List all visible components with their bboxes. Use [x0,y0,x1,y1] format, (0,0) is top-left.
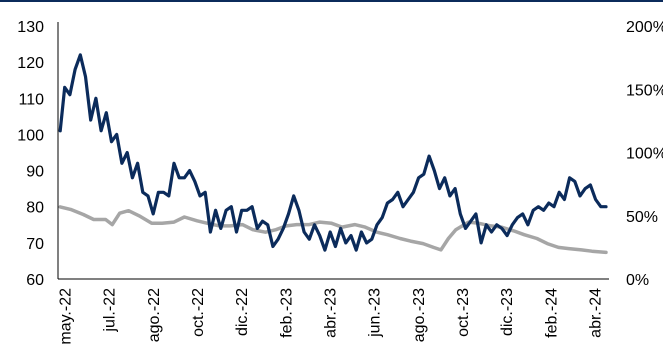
x-tick-label: ago.-23 [411,288,428,342]
y-left-tick-label: 130 [17,19,44,36]
y-left-tick-label: 80 [26,200,44,217]
y-right-tick-label: 100% [626,146,663,163]
y-left-tick-label: 70 [26,236,44,253]
series-layer [58,53,608,255]
y-left-tick-label: 60 [26,272,44,289]
x-tick-label: feb.-23 [278,288,295,338]
y-right-tick-label: 0% [626,272,649,289]
x-tick-label: may.-22 [58,288,75,345]
x-tick-label: jun.-23 [367,288,384,338]
y-axis-right-ticks: 0% 50% 100% 150% 200% [626,19,663,289]
x-tick-label: oct.-23 [455,288,472,337]
y-right-tick-label: 150% [626,82,663,99]
y-left-tick-label: 120 [17,55,44,72]
x-tick-label: ago.-22 [146,288,163,342]
x-tick-label: feb.-24 [543,288,560,338]
y-left-tick-label: 90 [26,164,44,181]
y-left-tick-label: 100 [17,127,44,144]
y-left-tick-label: 110 [18,91,44,108]
y-right-tick-label: 50% [626,209,658,226]
y-right-tick-label: 200% [626,19,663,36]
x-tick-label: abr.-23 [323,288,340,338]
y-axis-left-ticks: 60 70 80 90 100 110 120 130 [17,19,44,289]
series-line-left-axis [58,53,608,252]
x-tick-label: dic.-22 [234,288,251,336]
x-tick-label: jul.-22 [102,288,119,333]
x-tick-label: oct.-22 [190,288,207,337]
x-tick-label: dic.-23 [499,288,516,336]
top-rule [0,0,663,2]
x-axis-ticks: may.-22 jul.-22 ago.-22 oct.-22 dic.-22 feb.-… [58,288,605,345]
x-tick-label: abr.-24 [588,288,605,338]
